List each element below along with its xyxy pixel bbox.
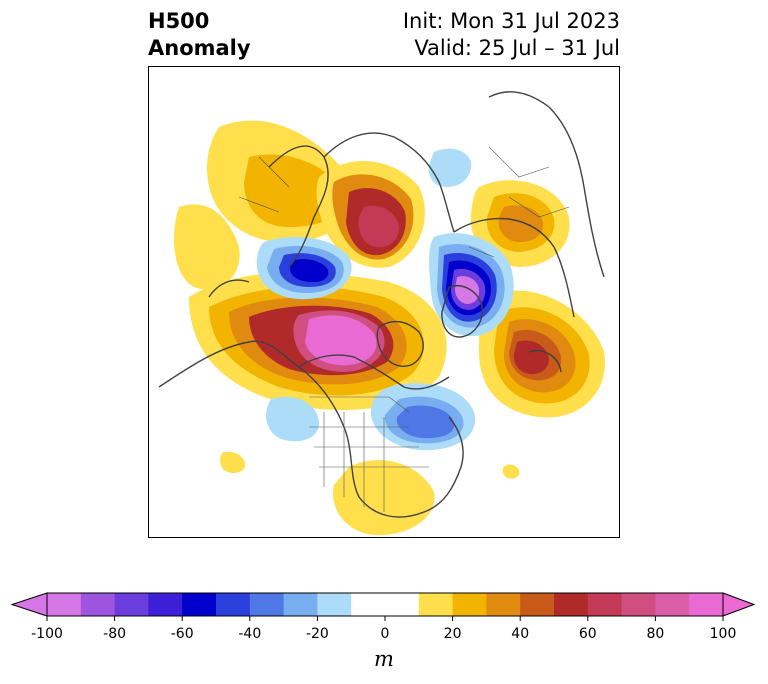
colorbar-tick-label: 60 bbox=[579, 626, 597, 642]
colorbar-tick-label: 80 bbox=[646, 626, 664, 642]
colorbar-swatch bbox=[418, 593, 454, 616]
colorbar-tick-label: 0 bbox=[381, 626, 390, 642]
colorbar-swatch bbox=[452, 593, 487, 616]
anomaly-southeast-us-ridge bbox=[220, 451, 520, 536]
colorbar-tick-label: -40 bbox=[238, 626, 261, 642]
init-date: Init: Mon 31 Jul 2023 bbox=[402, 9, 620, 33]
map-dates: Init: Mon 31 Jul 2023 Valid: 25 Jul – 31… bbox=[403, 8, 620, 62]
anomaly-greenland-ridge bbox=[316, 160, 425, 268]
colorbar-tick-label: -80 bbox=[103, 626, 126, 642]
colorbar-swatch bbox=[80, 593, 116, 616]
anomaly-north-atlantic-ridge bbox=[479, 290, 605, 418]
colorbar-swatch bbox=[283, 593, 318, 616]
colorbar-tick-label: 100 bbox=[710, 626, 737, 642]
valid-range: Valid: 25 Jul – 31 Jul bbox=[414, 36, 620, 60]
colorbar-swatch bbox=[655, 593, 690, 616]
colorbar-tick-label: -100 bbox=[31, 626, 63, 642]
colorbar-swatches bbox=[47, 593, 724, 616]
colorbar-ticks: -100 -80 -60 -40 -20 0 20 40 60 80 100 bbox=[31, 616, 736, 642]
anomaly-central-asia-ridge bbox=[470, 180, 570, 267]
colorbar-swatch bbox=[351, 593, 420, 616]
title-anomaly: Anomaly bbox=[148, 36, 251, 60]
colorbar: -100 -80 -60 -40 -20 0 20 40 60 80 100 m bbox=[10, 592, 756, 671]
map-title: H500 Anomaly bbox=[148, 8, 251, 62]
colorbar-swatch bbox=[148, 593, 183, 616]
map-panel bbox=[148, 66, 620, 538]
colorbar-swatch bbox=[520, 593, 555, 616]
colorbar-swatch bbox=[249, 593, 285, 616]
colorbar-over-arrow bbox=[722, 592, 756, 617]
colorbar-swatch bbox=[587, 593, 623, 616]
colorbar-unit-label: m bbox=[374, 647, 394, 671]
title-variable: H500 bbox=[148, 9, 210, 33]
colorbar-tick-label: -20 bbox=[306, 626, 329, 642]
colorbar-swatch bbox=[621, 593, 656, 616]
colorbar-swatch bbox=[114, 593, 149, 616]
colorbar-tick-label: -60 bbox=[171, 626, 194, 642]
anomaly-canadian-archipelago-ridge bbox=[189, 272, 447, 410]
colorbar-tick-label: 40 bbox=[511, 626, 529, 642]
coastlines bbox=[158, 91, 605, 518]
colorbar-tick-label: 20 bbox=[444, 626, 462, 642]
colorbar-under-arrow bbox=[10, 592, 48, 617]
colorbar-swatch bbox=[317, 593, 352, 616]
colorbar-swatch bbox=[689, 593, 724, 616]
political-borders bbox=[238, 146, 570, 512]
colorbar-swatch bbox=[182, 593, 217, 616]
anomaly-scandinavia-trough bbox=[429, 233, 514, 337]
map-canvas bbox=[158, 91, 605, 536]
colorbar-swatch bbox=[554, 593, 589, 616]
colorbar-swatch bbox=[47, 593, 82, 616]
colorbar-swatch bbox=[486, 593, 521, 616]
colorbar-swatch bbox=[216, 593, 251, 616]
